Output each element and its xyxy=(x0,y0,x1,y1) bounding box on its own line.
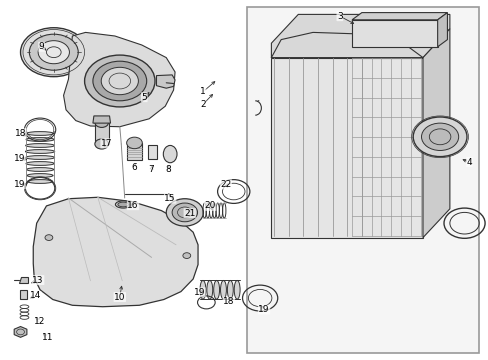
Ellipse shape xyxy=(26,132,54,135)
Ellipse shape xyxy=(206,280,212,299)
Circle shape xyxy=(84,55,155,107)
Text: 18: 18 xyxy=(223,297,234,306)
Circle shape xyxy=(183,253,190,258)
Polygon shape xyxy=(437,13,447,47)
Ellipse shape xyxy=(213,280,219,299)
Ellipse shape xyxy=(234,280,240,299)
Circle shape xyxy=(29,34,78,70)
Ellipse shape xyxy=(26,138,54,141)
Text: 14: 14 xyxy=(29,292,41,300)
Circle shape xyxy=(166,199,203,226)
Polygon shape xyxy=(271,58,422,238)
Text: 19: 19 xyxy=(14,180,25,189)
Circle shape xyxy=(20,28,87,77)
Text: 15: 15 xyxy=(164,194,176,203)
Text: 4: 4 xyxy=(466,158,471,166)
Circle shape xyxy=(95,117,108,127)
Polygon shape xyxy=(14,327,27,337)
Text: 7: 7 xyxy=(148,165,154,174)
Polygon shape xyxy=(33,197,198,307)
Polygon shape xyxy=(422,29,449,238)
Ellipse shape xyxy=(25,156,55,159)
Text: 22: 22 xyxy=(220,180,231,189)
Text: 16: 16 xyxy=(127,201,139,210)
Text: 5: 5 xyxy=(141,93,147,102)
Circle shape xyxy=(93,61,146,101)
Circle shape xyxy=(412,117,466,157)
Polygon shape xyxy=(147,145,157,159)
Bar xyxy=(246,7,478,353)
Text: 3: 3 xyxy=(336,12,342,21)
Polygon shape xyxy=(351,20,437,47)
Circle shape xyxy=(421,123,458,150)
Circle shape xyxy=(38,41,69,64)
Circle shape xyxy=(172,203,197,222)
Polygon shape xyxy=(271,14,449,58)
Ellipse shape xyxy=(118,202,128,207)
Circle shape xyxy=(101,67,138,95)
Polygon shape xyxy=(20,290,27,299)
Text: 6: 6 xyxy=(131,163,137,172)
Circle shape xyxy=(95,139,108,149)
Ellipse shape xyxy=(26,168,54,171)
Text: 20: 20 xyxy=(204,202,216,210)
Ellipse shape xyxy=(27,174,53,177)
Text: 2: 2 xyxy=(200,100,205,109)
Polygon shape xyxy=(19,277,28,283)
Ellipse shape xyxy=(26,162,54,165)
Circle shape xyxy=(45,235,53,240)
Text: 19: 19 xyxy=(14,154,25,163)
Text: 18: 18 xyxy=(15,129,26,138)
Text: 19: 19 xyxy=(258,305,269,314)
Ellipse shape xyxy=(27,180,53,183)
Ellipse shape xyxy=(200,280,205,299)
Text: 13: 13 xyxy=(32,276,44,284)
Polygon shape xyxy=(95,122,108,144)
Text: 11: 11 xyxy=(41,333,53,342)
Text: 9: 9 xyxy=(39,42,44,51)
Ellipse shape xyxy=(220,280,226,299)
Circle shape xyxy=(126,137,142,149)
Polygon shape xyxy=(63,32,175,127)
Text: 21: 21 xyxy=(183,209,195,217)
Polygon shape xyxy=(126,143,142,160)
Text: 1: 1 xyxy=(200,87,205,96)
Ellipse shape xyxy=(25,144,55,147)
Ellipse shape xyxy=(163,145,177,163)
Text: 10: 10 xyxy=(114,292,125,302)
Text: 12: 12 xyxy=(34,317,46,325)
Polygon shape xyxy=(156,75,175,88)
Ellipse shape xyxy=(25,150,55,153)
Polygon shape xyxy=(93,116,110,123)
Text: 19: 19 xyxy=(193,288,205,297)
Ellipse shape xyxy=(115,201,131,208)
Polygon shape xyxy=(351,13,447,20)
Text: 17: 17 xyxy=(101,139,112,148)
Text: 8: 8 xyxy=(165,166,171,175)
Ellipse shape xyxy=(227,280,233,299)
